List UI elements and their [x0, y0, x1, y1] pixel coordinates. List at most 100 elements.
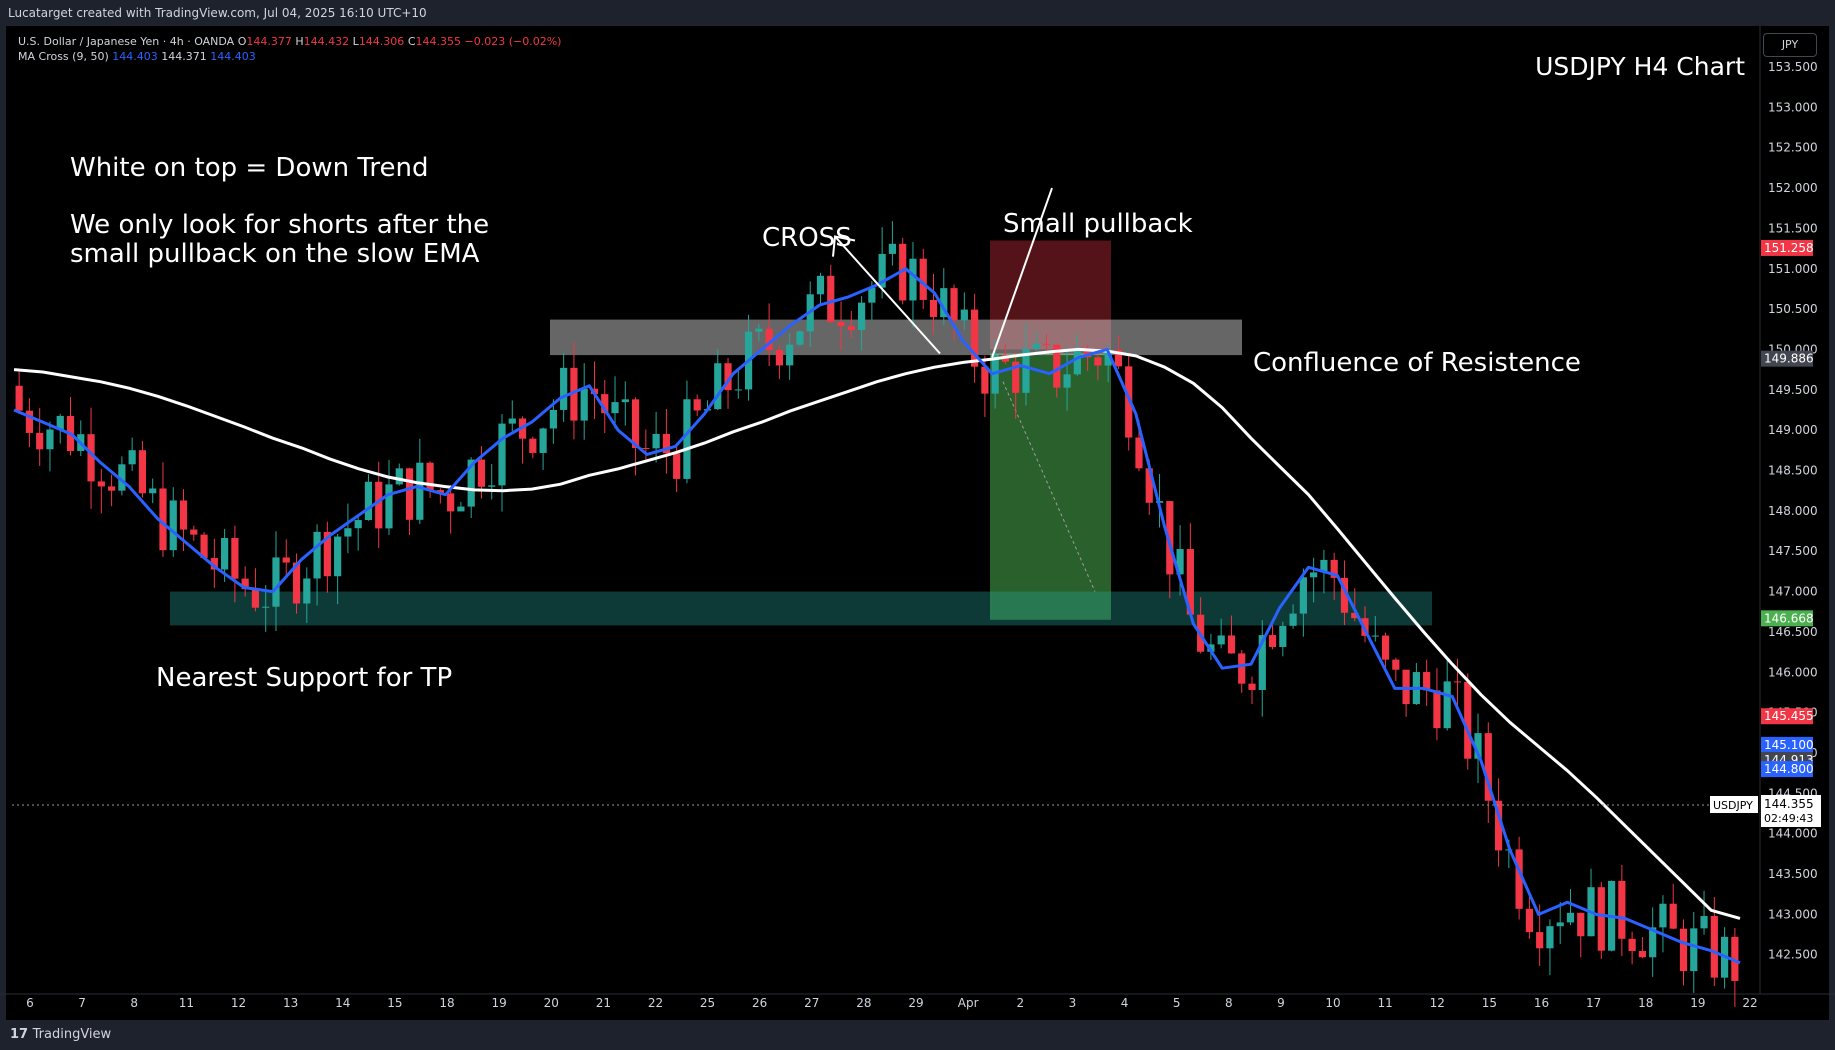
candle-body — [1094, 357, 1102, 366]
cross-arrow-head — [832, 235, 856, 257]
candle-body — [888, 243, 897, 254]
candle-body — [1053, 344, 1061, 388]
candle-body — [36, 432, 44, 450]
footer-brand: TradingView — [32, 1027, 112, 1042]
candle-body — [642, 447, 650, 449]
pullback-arrow-line — [991, 187, 1053, 358]
attribution-bar: Lucatarget created with TradingView.com,… — [0, 0, 1835, 26]
candle-body — [1330, 559, 1338, 578]
price-label-text: 151.258 — [1764, 241, 1814, 255]
candle-body — [1381, 635, 1390, 660]
candle-body — [1659, 903, 1667, 928]
candle-body — [1669, 903, 1677, 929]
candle-body — [457, 506, 465, 512]
candle-body — [405, 468, 414, 520]
candle-body — [652, 433, 660, 449]
candle-body — [673, 453, 681, 479]
candle-body — [56, 415, 64, 430]
price-tick-label: 147.000 — [1768, 585, 1818, 599]
candle-body — [827, 275, 835, 323]
candle-body — [662, 433, 670, 454]
candle-body — [621, 399, 629, 403]
candle-body — [241, 578, 249, 590]
candle-body — [1227, 635, 1236, 654]
candle-body — [498, 423, 506, 486]
candle-body — [354, 520, 362, 529]
candle-body — [323, 531, 331, 577]
tradingview-logo: 𝟭𝟳 TradingView — [10, 1020, 111, 1050]
price-tick-label: 151.500 — [1768, 221, 1818, 235]
time-tick-label: 27 — [804, 996, 819, 1010]
candle-body — [1176, 549, 1184, 575]
price-tick-label: 148.500 — [1768, 464, 1818, 478]
time-tick-label: 15 — [387, 996, 402, 1010]
candle-body — [539, 428, 547, 453]
shorts-note-line1: We only look for shorts after the — [70, 210, 490, 240]
candle-body — [1464, 681, 1472, 759]
candle-body — [816, 275, 825, 295]
candle-body — [1258, 635, 1266, 690]
candle-body — [847, 326, 855, 330]
low-value: 144.306 — [358, 35, 405, 48]
candle-body — [190, 529, 198, 535]
symbol-tag-box — [1710, 796, 1758, 814]
time-tick-label: 3 — [1069, 996, 1077, 1010]
time-tick-label: 18 — [439, 996, 454, 1010]
price-chart[interactable]: 153.500 153.000 152.500 152.000 151.500 151.0… — [0, 26, 1835, 1020]
candle-body — [179, 500, 188, 530]
time-tick-label: 12 — [231, 996, 246, 1010]
candle-body — [601, 394, 609, 414]
candle-body — [570, 367, 578, 421]
take-profit-zone — [990, 353, 1111, 620]
candle-body — [467, 459, 475, 507]
slow-ema-line — [13, 347, 1741, 920]
candle-body — [210, 558, 218, 570]
candle-body — [1371, 635, 1379, 637]
candle-body — [755, 328, 763, 332]
candle-body — [1012, 361, 1020, 393]
candle-body — [1104, 349, 1112, 366]
candle-body — [46, 429, 54, 450]
change-value: −0.023 (−0.02%) — [464, 35, 562, 48]
currency-button[interactable]: JPY — [1763, 33, 1817, 57]
cross-note: CROSS — [762, 223, 852, 253]
price-label-text: 145.455 — [1764, 709, 1814, 723]
candle-body — [560, 367, 568, 410]
time-tick-label: 21 — [596, 996, 611, 1010]
candle-body — [1731, 936, 1739, 981]
candle-body — [128, 450, 136, 465]
indicator-value-1: 144.403 — [112, 50, 158, 63]
time-tick-label: 25 — [700, 996, 715, 1010]
candle-body — [580, 388, 588, 421]
candle-body — [796, 331, 804, 345]
time-tick-label: 12 — [1430, 996, 1445, 1010]
candle-body — [231, 538, 239, 579]
price-label-box — [1761, 350, 1813, 367]
time-tick-label: 28 — [856, 996, 871, 1010]
time-tick-label: 29 — [908, 996, 923, 1010]
candle-body — [1289, 613, 1297, 626]
candle-body — [1556, 922, 1564, 927]
close-label: C — [407, 35, 416, 48]
time-tick-label: 17 — [1586, 996, 1601, 1010]
chart-legend: U.S. Dollar / Japanese Yen · 4h · OANDA … — [18, 34, 561, 64]
candle-body — [149, 488, 157, 494]
candle-body — [1392, 659, 1400, 670]
indicator-value-3: 144.403 — [210, 50, 256, 63]
price-label-box — [1761, 610, 1813, 627]
resistance-note: Confluence of Resistence — [1253, 348, 1581, 378]
time-tick-label: 6 — [26, 996, 34, 1010]
candle-body — [940, 288, 948, 318]
candle-body — [488, 485, 496, 487]
candle-body — [159, 488, 167, 551]
chart-title: USDJPY H4 Chart — [1535, 52, 1745, 81]
candle-body — [1618, 880, 1626, 939]
candle-body — [714, 363, 722, 410]
candle-body — [724, 363, 732, 391]
candle-body — [334, 536, 342, 577]
candle-body — [1299, 577, 1307, 614]
time-tick-label: 18 — [1638, 996, 1653, 1010]
time-tick-label: 13 — [283, 996, 298, 1010]
candle-body — [1145, 468, 1153, 503]
candle-body — [97, 481, 105, 487]
